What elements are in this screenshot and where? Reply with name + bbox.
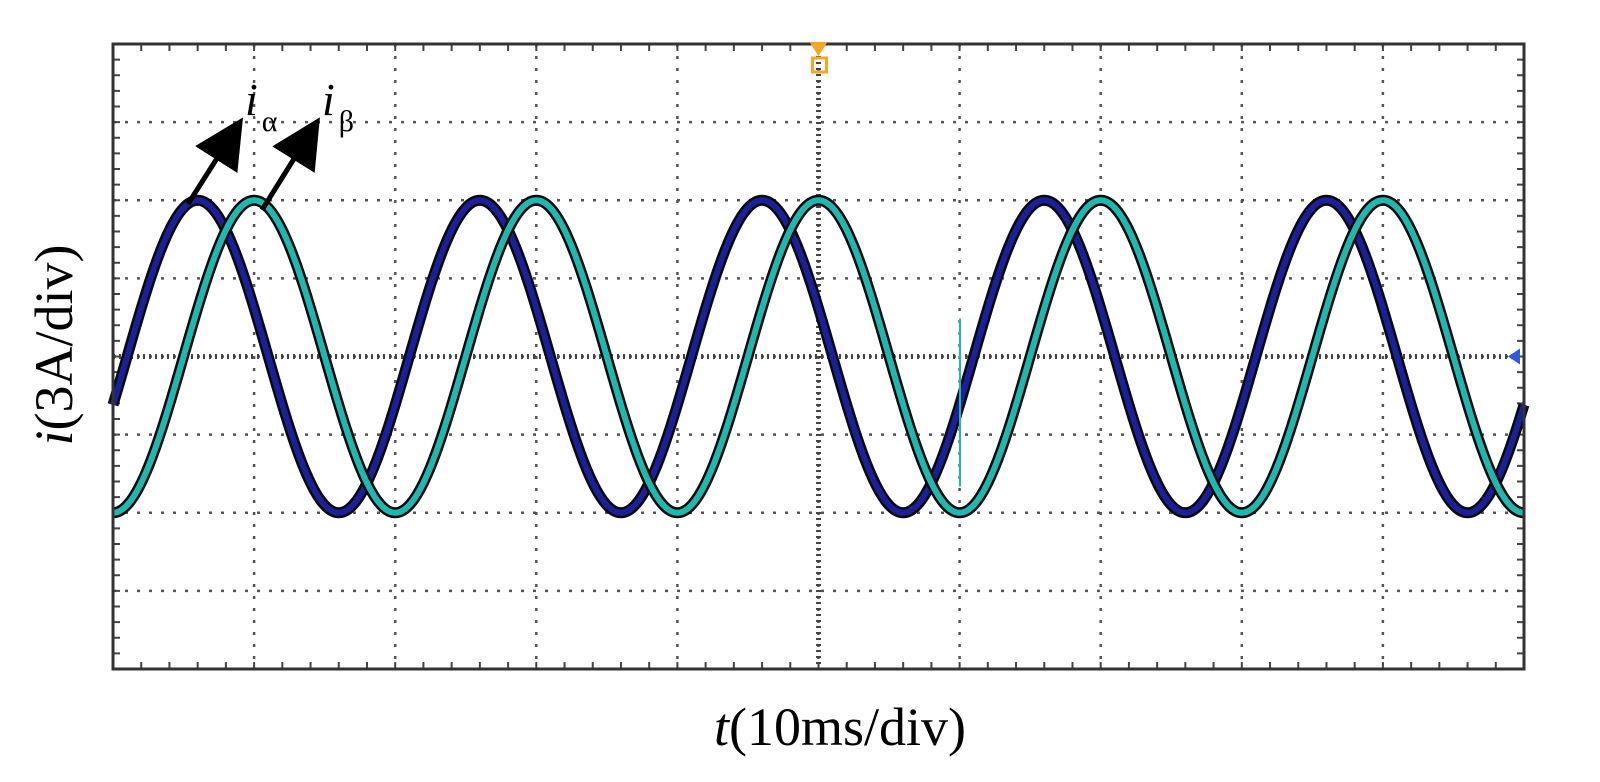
series-arrow-i-beta [259,117,320,212]
trigger-marker [809,42,828,56]
series-label-base: i [245,74,258,125]
series-line-i-beta [111,197,1526,516]
series-label-subscript: β [339,105,354,138]
y-axis-title: i(3A/div) [24,245,84,446]
y-axis-unit: (3A/div) [24,245,84,431]
x-axis-unit: (10ms/div) [729,697,966,757]
series-line-i-alpha [110,197,1527,516]
ground-level-marker [1508,348,1520,365]
series-label-subscript: α [262,105,278,138]
x-axis-variable: t [714,697,731,757]
series-arrow-i-alpha [185,117,244,206]
scope-markers [809,42,1520,487]
waveforms [107,194,1530,519]
trigger-level-box [811,56,828,74]
series-label-base: i [322,74,335,125]
x-axis-title: t(10ms/div) [714,697,966,757]
y-axis-variable: i [24,430,84,445]
